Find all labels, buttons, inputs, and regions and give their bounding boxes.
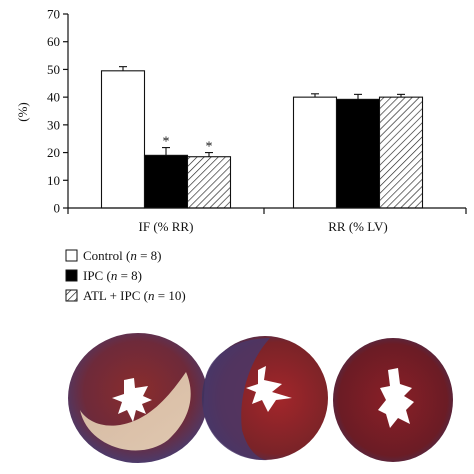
x-category-label: RR (% LV) <box>328 219 387 234</box>
legend-n: n <box>130 248 137 263</box>
heart-section-atl-ipc <box>333 338 453 462</box>
y-tick-label: 40 <box>47 90 60 105</box>
y-tick-label: 10 <box>47 173 60 188</box>
legend-count: = 8) <box>137 248 162 263</box>
legend-swatch-black <box>65 269 78 282</box>
y-axis-label: (%) <box>15 102 30 122</box>
y-tick-label: 70 <box>47 7 60 22</box>
legend-n: n <box>111 268 118 283</box>
y-tick-label: 50 <box>47 62 60 77</box>
bar-hatched <box>186 156 232 209</box>
legend-n: n <box>148 288 155 303</box>
bar-white <box>100 70 146 209</box>
y-tick-label: 60 <box>47 34 60 49</box>
legend-count: = 8) <box>117 268 142 283</box>
significance-marker: * <box>206 140 213 155</box>
y-tick-label: 0 <box>54 201 61 216</box>
legend-entry: IPC (n = 8) <box>83 268 142 283</box>
y-tick-label: 20 <box>47 145 60 160</box>
bar-black <box>335 98 381 209</box>
bar-hatched <box>378 96 424 209</box>
legend-swatch-white <box>65 249 78 262</box>
heart-section-ipc <box>202 336 328 461</box>
y-axis: 0 10 20 30 40 50 60 70 <box>47 7 69 216</box>
heart-section-photos <box>68 333 453 463</box>
legend-entry: Control (n = 8) <box>83 248 161 263</box>
legend-label: ATL + IPC ( <box>83 288 148 303</box>
legend-entry: ATL + IPC (n = 10) <box>83 288 186 303</box>
heart-section-control <box>68 333 208 463</box>
bar-black <box>143 154 189 209</box>
y-tick-label: 30 <box>47 117 60 132</box>
legend: Control (n = 8)IPC (n = 8)ATL + IPC (n =… <box>65 248 186 303</box>
x-axis: IF (% RR) RR (% LV) <box>67 207 467 234</box>
legend-label: Control ( <box>83 248 130 263</box>
legend-count: = 10) <box>155 288 186 303</box>
bar-white <box>292 96 338 209</box>
legend-label: IPC ( <box>83 268 111 283</box>
bars: * * <box>100 66 424 209</box>
significance-marker: * <box>163 135 170 150</box>
x-category-label: IF (% RR) <box>139 219 194 234</box>
legend-swatch-hatched <box>65 289 78 302</box>
